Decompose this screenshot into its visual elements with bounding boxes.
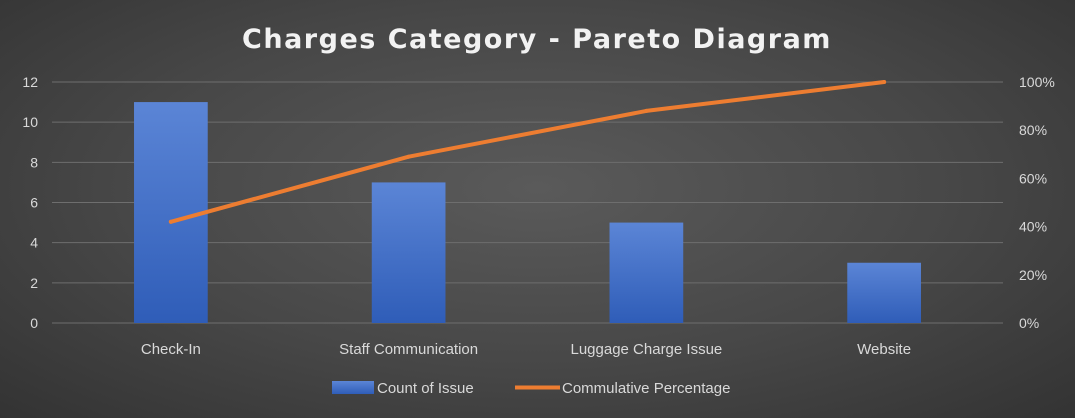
right-axis-tick-label: 80%	[1019, 122, 1047, 138]
bar-series	[134, 102, 921, 323]
bar	[609, 222, 684, 323]
cumulative-percentage-line	[168, 80, 887, 224]
left-axis-tick-label: 4	[30, 235, 38, 251]
chart-title: Charges Category - Pareto Diagram	[242, 24, 832, 55]
left-axis-tick-label: 10	[22, 114, 38, 130]
left-axis-tick-label: 2	[30, 275, 38, 291]
left-axis-tick-label: 6	[30, 195, 38, 211]
left-axis-tick-label: 0	[30, 315, 38, 331]
right-y-axis: 0% 20% 40% 60% 80% 100%	[1019, 74, 1055, 331]
right-axis-tick-label: 100%	[1019, 74, 1055, 90]
line-series	[168, 80, 887, 224]
right-axis-tick-label: 40%	[1019, 219, 1047, 235]
right-axis-tick-label: 60%	[1019, 170, 1047, 186]
x-axis-categories: Check-In Staff Communication Luggage Charg…	[141, 341, 911, 358]
legend-line-label: Commulative Percentage	[562, 380, 730, 397]
category-label: Check-In	[141, 341, 201, 358]
category-label: Luggage Charge Issue	[570, 341, 722, 358]
cumulative-percentage-point	[882, 80, 887, 84]
bar	[134, 102, 208, 323]
left-axis-tick-label: 12	[22, 74, 38, 90]
bar	[371, 182, 446, 323]
right-axis-tick-label: 20%	[1019, 267, 1047, 283]
left-axis-tick-label: 8	[30, 154, 38, 170]
cumulative-percentage-point	[168, 219, 173, 224]
gridlines	[52, 81, 1003, 324]
cumulative-percentage-point	[406, 154, 411, 159]
bar	[847, 262, 921, 323]
left-y-axis: 0 2 4 6 8 10 12	[22, 74, 38, 331]
category-label: Staff Communication	[339, 341, 478, 358]
legend: Count of Issue Commulative Percentage	[332, 380, 730, 397]
legend-bar-label: Count of Issue	[377, 380, 474, 397]
legend-bar-swatch	[332, 381, 374, 394]
right-axis-tick-label: 0%	[1019, 315, 1039, 331]
category-label: Website	[857, 341, 911, 358]
cumulative-percentage-point	[644, 108, 649, 113]
